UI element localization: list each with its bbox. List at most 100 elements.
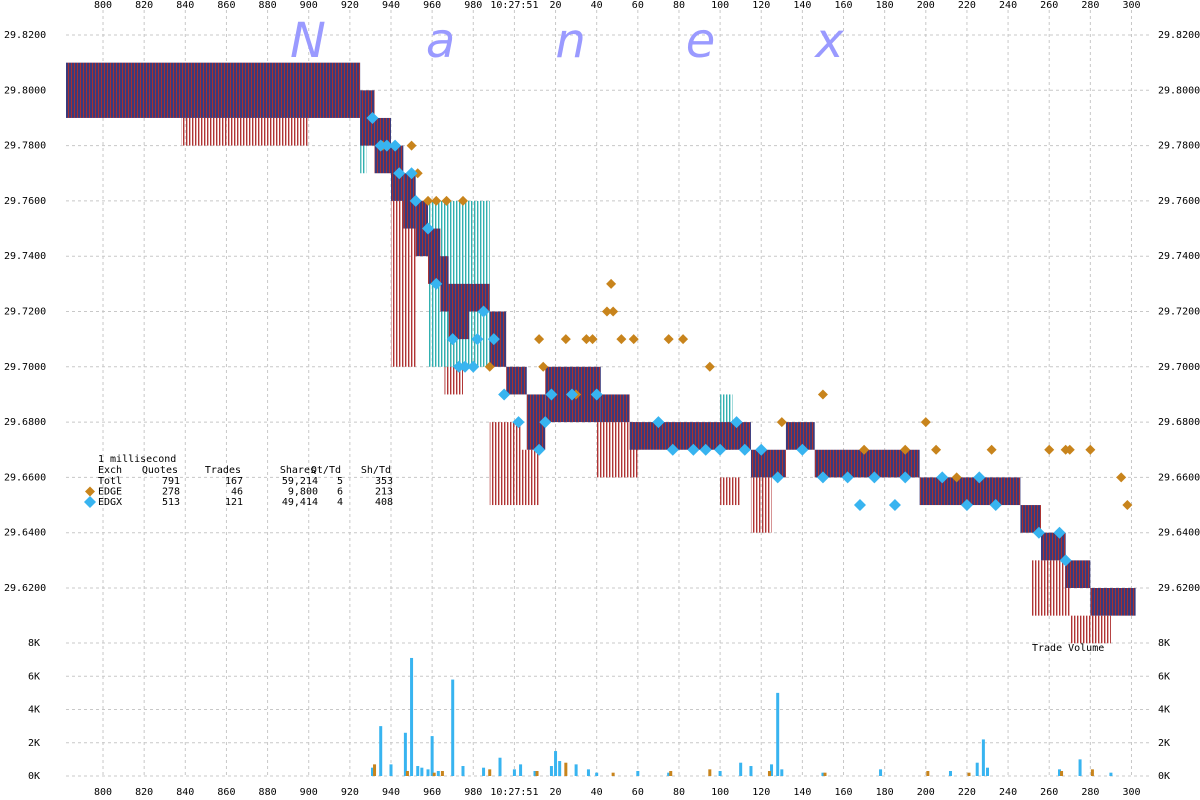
trade-point: [409, 194, 422, 207]
x-tick-label: 40: [591, 787, 603, 798]
stats-header: Sh/Td: [361, 465, 391, 476]
quote-band: [600, 394, 630, 423]
trade-point: [738, 443, 751, 456]
stats-cell: 167: [225, 476, 243, 487]
y-tick-label: 29.7800: [4, 141, 46, 152]
trade-point: [776, 417, 787, 428]
x-tick-label: 160: [834, 0, 852, 11]
quote-band: [428, 228, 441, 284]
trade-point: [545, 388, 558, 401]
quote-band: [506, 366, 527, 395]
stats-cell: 5: [337, 476, 343, 487]
volume-bar: [498, 757, 502, 776]
trade-point: [538, 361, 549, 372]
x-tick-label: 900: [300, 787, 318, 798]
volume-bar: [708, 769, 712, 776]
volume-bar: [926, 771, 930, 776]
y-tick-label: 29.7600: [1158, 196, 1200, 207]
trade-point: [666, 443, 679, 456]
trade-point: [853, 499, 866, 512]
volume-bar: [564, 762, 568, 776]
trade-point: [389, 139, 402, 152]
stats-cell: EDGE: [98, 487, 122, 498]
y-tick-label: 29.6800: [1158, 417, 1200, 428]
volume-bar: [403, 732, 407, 776]
volume-tick-label: 6K: [1158, 671, 1170, 682]
x-tick-label: 260: [1040, 787, 1058, 798]
y-tick-label: 29.6600: [4, 472, 46, 483]
trade-point: [374, 139, 387, 152]
y-tick-label: 29.7200: [4, 307, 46, 318]
trade-point: [699, 443, 712, 456]
quote-band: [415, 200, 429, 257]
trade-point: [936, 471, 949, 484]
x-tick-label: 280: [1081, 0, 1099, 11]
trade-point: [960, 499, 973, 512]
trade-point: [678, 334, 689, 345]
x-tick-label: 800: [94, 787, 112, 798]
x-tick-label: 60: [632, 787, 644, 798]
y-tick-label: 29.7600: [4, 196, 46, 207]
x-tick-label: 880: [259, 0, 277, 11]
trade-point: [652, 416, 665, 429]
y-tick-label: 29.7000: [4, 362, 46, 373]
volume-bar: [770, 764, 774, 776]
x-tick-label: 40: [591, 0, 603, 11]
quote-band: [403, 173, 416, 229]
trade-point: [704, 361, 715, 372]
quote-band: [750, 477, 772, 533]
stats-caption: 1 millisecond: [98, 454, 176, 465]
volume-bar: [426, 769, 430, 776]
volume-tick-label: 8K: [1158, 638, 1170, 649]
x-tick-label: 980: [464, 787, 482, 798]
x-tick-label: 80: [673, 787, 685, 798]
legend-label: EDGX: [98, 497, 122, 508]
volume-bar: [416, 766, 420, 776]
x-tick-label: 240: [999, 787, 1017, 798]
quote-band: [1069, 615, 1111, 644]
volume-bar: [432, 772, 436, 776]
trade-point: [601, 306, 612, 317]
volume-bar: [373, 764, 377, 776]
trade-point: [441, 195, 452, 206]
trade-point: [484, 361, 495, 372]
volume-bar: [981, 739, 985, 776]
volume-bar: [436, 771, 440, 776]
volume-bar: [574, 764, 578, 776]
volume-tick-label: 0K: [28, 771, 40, 782]
stats-cell: 4: [337, 497, 343, 508]
trade-point: [841, 471, 854, 484]
quote-band: [1030, 560, 1070, 616]
volume-bar: [535, 771, 539, 776]
volume-bar: [461, 766, 465, 776]
y-tick-label: 29.7000: [1158, 362, 1200, 373]
stats-header: Shares: [280, 465, 316, 476]
trade-point: [422, 222, 435, 235]
x-tick-label: 10:27:51: [490, 0, 538, 11]
y-tick-label: 29.8200: [4, 30, 46, 41]
legend-marker: [85, 486, 95, 497]
x-tick-label: 10:27:51: [490, 787, 538, 798]
quote-band: [750, 449, 786, 478]
volume-bar: [370, 767, 374, 776]
volume-bar: [554, 751, 558, 776]
quote-bands: [66, 62, 1136, 644]
trade-point: [581, 334, 592, 345]
trade-point: [566, 388, 579, 401]
trade-point: [714, 443, 727, 456]
x-tick-label: 200: [917, 787, 935, 798]
trade-point: [687, 443, 700, 456]
trade-point: [405, 167, 418, 180]
volume-bar: [595, 772, 599, 776]
volume-bars: [370, 657, 1113, 776]
volume-bar: [749, 766, 753, 776]
trade-point: [560, 334, 571, 345]
y-tick-label: 29.6800: [4, 417, 46, 428]
volume-bar: [430, 736, 434, 776]
trade-point: [920, 417, 931, 428]
stats-cell: 213: [375, 487, 393, 498]
stats-cell: 513: [162, 497, 180, 508]
volume-bar: [488, 769, 492, 776]
trade-point: [539, 416, 552, 429]
trade-point: [1044, 444, 1055, 455]
